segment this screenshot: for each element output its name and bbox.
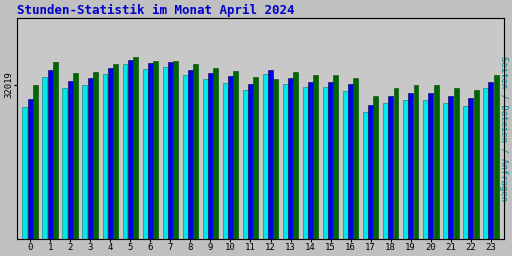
Bar: [188, 70, 193, 256]
Bar: [148, 63, 153, 256]
Bar: [403, 100, 408, 256]
Bar: [343, 91, 348, 256]
Bar: [408, 93, 413, 256]
Bar: [494, 75, 499, 256]
Bar: [228, 76, 233, 256]
Bar: [153, 61, 158, 256]
Bar: [323, 88, 328, 256]
Bar: [483, 88, 488, 256]
Bar: [223, 83, 227, 256]
Bar: [333, 75, 338, 256]
Bar: [48, 70, 53, 256]
Bar: [53, 62, 58, 256]
Bar: [394, 88, 398, 256]
Bar: [42, 77, 48, 256]
Bar: [122, 64, 127, 256]
Bar: [128, 60, 133, 256]
Bar: [28, 99, 33, 256]
Bar: [113, 64, 118, 256]
Bar: [293, 72, 298, 256]
Bar: [474, 90, 479, 256]
Bar: [328, 82, 333, 256]
Bar: [362, 112, 368, 256]
Bar: [368, 105, 373, 256]
Bar: [253, 77, 259, 256]
Bar: [388, 95, 393, 256]
Bar: [133, 57, 138, 256]
Bar: [468, 98, 473, 256]
Bar: [23, 106, 28, 256]
Bar: [353, 78, 358, 256]
Bar: [214, 68, 218, 256]
Bar: [248, 84, 253, 256]
Bar: [73, 73, 78, 256]
Bar: [373, 95, 378, 256]
Bar: [108, 68, 113, 256]
Bar: [243, 90, 248, 256]
Bar: [448, 95, 453, 256]
Bar: [93, 72, 98, 256]
Bar: [313, 75, 318, 256]
Bar: [423, 100, 428, 256]
Y-axis label: Seiten / Dateien / Anfragen: Seiten / Dateien / Anfragen: [499, 56, 508, 201]
Bar: [428, 93, 433, 256]
Bar: [183, 75, 187, 256]
Bar: [414, 85, 418, 256]
Bar: [434, 85, 438, 256]
Bar: [88, 78, 93, 256]
Bar: [68, 81, 73, 256]
Text: Stunden-Statistik im Monat April 2024: Stunden-Statistik im Monat April 2024: [17, 4, 295, 17]
Bar: [168, 62, 173, 256]
Bar: [194, 64, 198, 256]
Bar: [463, 106, 468, 256]
Bar: [308, 82, 313, 256]
Bar: [82, 85, 88, 256]
Bar: [443, 103, 447, 256]
Bar: [203, 79, 207, 256]
Bar: [142, 69, 147, 256]
Bar: [288, 78, 293, 256]
Bar: [488, 82, 493, 256]
Bar: [268, 70, 273, 256]
Bar: [208, 73, 213, 256]
Bar: [348, 84, 353, 256]
Bar: [102, 74, 108, 256]
Bar: [454, 88, 459, 256]
Bar: [33, 85, 38, 256]
Bar: [162, 67, 167, 256]
Bar: [62, 88, 68, 256]
Bar: [303, 88, 308, 256]
Bar: [273, 79, 279, 256]
Bar: [283, 84, 288, 256]
Bar: [233, 71, 239, 256]
Bar: [382, 103, 388, 256]
Bar: [174, 61, 178, 256]
Bar: [263, 74, 268, 256]
